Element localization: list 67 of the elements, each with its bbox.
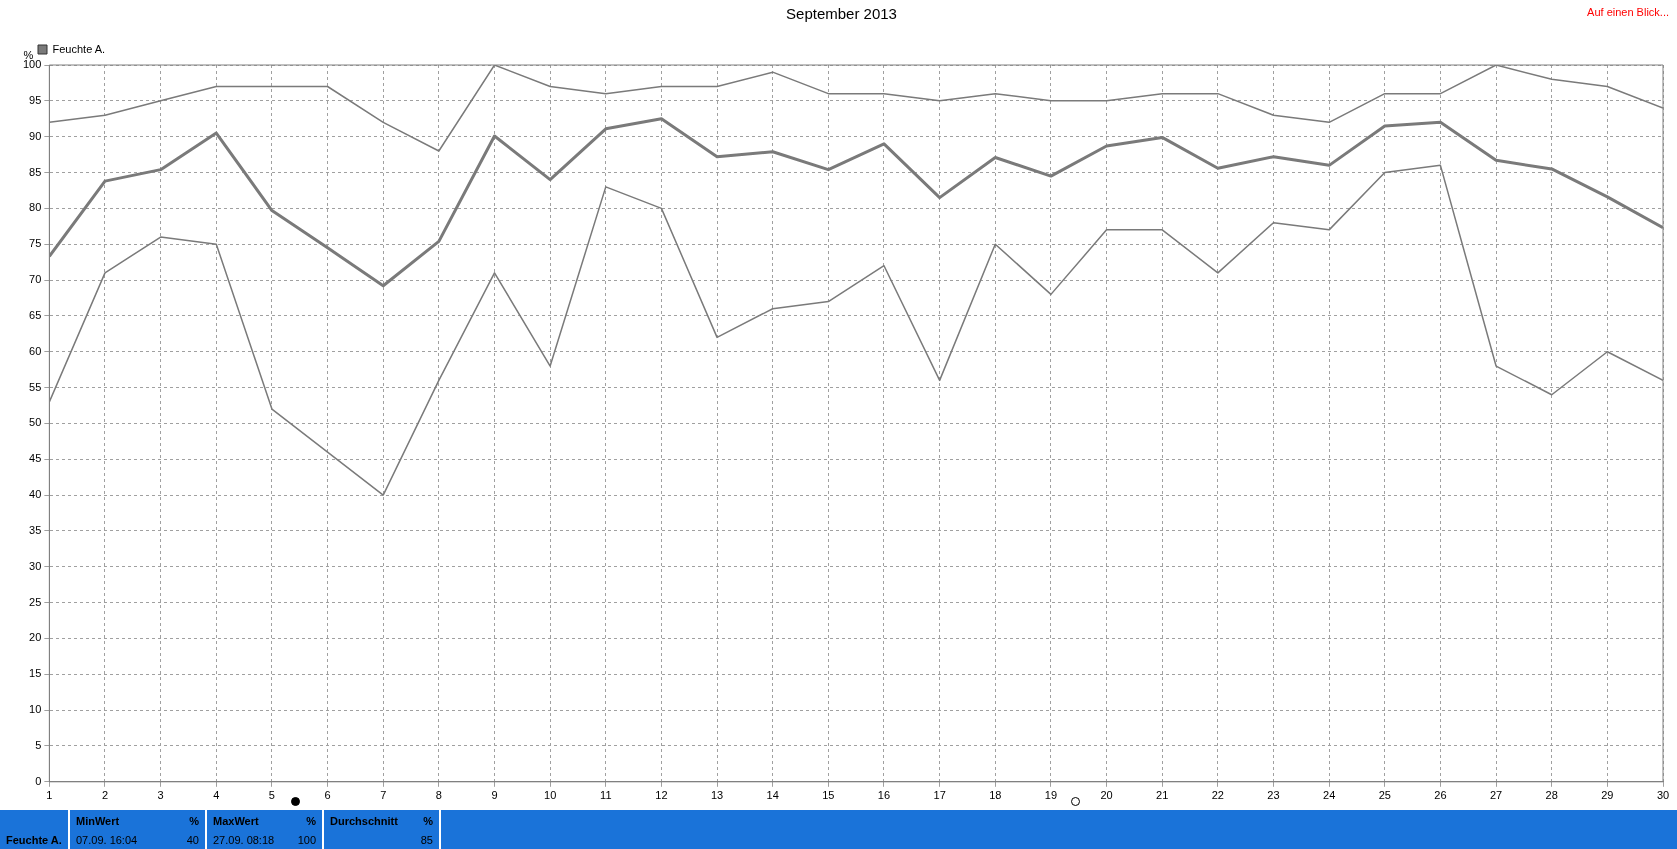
y-tick-label: 85 bbox=[29, 165, 42, 178]
x-tick-label: 7 bbox=[380, 789, 387, 802]
x-tick-label: 27 bbox=[1489, 789, 1503, 802]
text: Durchschnitt bbox=[330, 815, 398, 827]
x-tick-label: 8 bbox=[435, 789, 442, 802]
text: % bbox=[306, 815, 316, 827]
x-tick-label: 13 bbox=[710, 789, 724, 802]
x-tick-label: 16 bbox=[877, 789, 891, 802]
x-tick-label: 11 bbox=[600, 789, 612, 802]
x-tick-label: 5 bbox=[268, 789, 275, 802]
y-tick-label: 80 bbox=[29, 201, 42, 214]
y-tick-label: 45 bbox=[29, 452, 42, 465]
y-tick-label: 35 bbox=[29, 523, 42, 536]
x-tick-label: 17 bbox=[933, 789, 946, 802]
x-tick-label: 4 bbox=[213, 789, 220, 802]
text: 100 bbox=[297, 834, 316, 846]
x-tick-label: 22 bbox=[1211, 789, 1224, 802]
y-tick-label: 40 bbox=[29, 488, 42, 501]
y-tick-label: 0 bbox=[35, 774, 42, 787]
y-tick-label: 55 bbox=[29, 380, 42, 393]
x-tick-label: 1 bbox=[46, 789, 53, 802]
text: 27.09. 08:18 bbox=[213, 834, 275, 846]
x-tick-label: 6 bbox=[324, 789, 331, 802]
x-tick-label: 21 bbox=[1156, 789, 1169, 802]
y-tick-label: 50 bbox=[29, 416, 42, 429]
text: 07.09. 16:04 bbox=[76, 834, 138, 846]
text: Auf einen Blick... bbox=[1587, 6, 1669, 18]
text: % bbox=[423, 815, 433, 827]
x-tick-label: 30 bbox=[1656, 789, 1670, 802]
x-tick-label: 12 bbox=[655, 789, 668, 802]
x-tick-label: 29 bbox=[1601, 789, 1614, 802]
y-tick-label: 75 bbox=[29, 237, 42, 250]
x-tick-label: 15 bbox=[822, 789, 835, 802]
legend-label: Feuchte A. bbox=[52, 42, 106, 55]
y-tick-label: 70 bbox=[29, 273, 42, 286]
x-tick-label: 18 bbox=[989, 789, 1002, 802]
y-tick-label: 5 bbox=[35, 738, 42, 751]
x-tick-label: 26 bbox=[1434, 789, 1447, 802]
x-tick-label: 14 bbox=[766, 789, 779, 802]
y-tick-label: 20 bbox=[29, 631, 42, 644]
x-tick-label: 20 bbox=[1100, 789, 1113, 802]
text: MinWert bbox=[76, 815, 120, 827]
x-tick-label: 23 bbox=[1267, 789, 1280, 802]
y-tick-label: 95 bbox=[29, 93, 42, 106]
y-tick-label: 90 bbox=[29, 129, 42, 142]
x-tick-label: 19 bbox=[1044, 789, 1058, 802]
x-tick-label: 3 bbox=[157, 789, 164, 802]
y-tick-label: 15 bbox=[29, 667, 42, 680]
text: Feuchte A. bbox=[6, 834, 62, 846]
text: 85 bbox=[420, 834, 433, 846]
text: 40 bbox=[186, 834, 199, 846]
y-tick-label: 100 bbox=[22, 58, 42, 71]
x-tick-label: 24 bbox=[1323, 789, 1336, 802]
y-tick-label: 60 bbox=[29, 344, 42, 357]
x-tick-label: 25 bbox=[1378, 789, 1391, 802]
y-axis-title: % bbox=[23, 48, 34, 61]
y-tick-label: 65 bbox=[29, 308, 42, 321]
text: MaxWert bbox=[213, 815, 259, 827]
x-tick-label: 10 bbox=[544, 789, 557, 802]
text: % bbox=[189, 815, 199, 827]
y-tick-label: 10 bbox=[29, 703, 42, 716]
y-tick-label: 25 bbox=[29, 595, 42, 608]
x-tick-label: 2 bbox=[101, 789, 109, 802]
y-tick-label: 30 bbox=[29, 559, 42, 572]
x-tick-label: 9 bbox=[491, 789, 498, 802]
x-tick-label: 28 bbox=[1545, 789, 1558, 802]
chart-title: September 2013 bbox=[786, 5, 897, 23]
